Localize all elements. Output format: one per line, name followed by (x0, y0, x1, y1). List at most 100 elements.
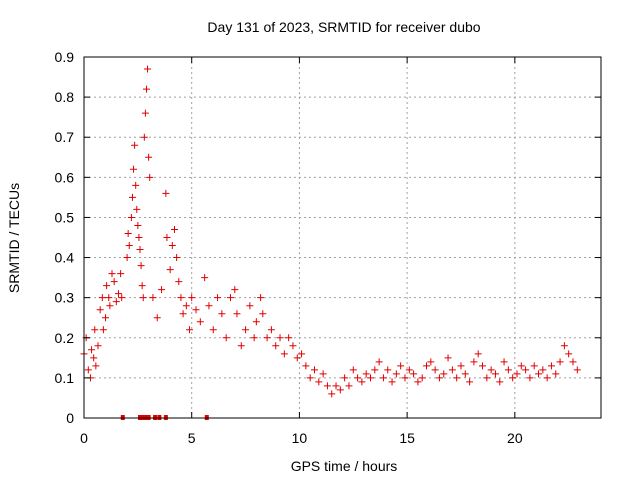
data-point (362, 370, 370, 378)
data-point (491, 370, 499, 378)
data-point (285, 334, 293, 342)
data-point (349, 366, 357, 374)
data-point (94, 342, 102, 350)
data-point (410, 370, 418, 378)
data-point (470, 358, 478, 366)
data-point (125, 242, 133, 250)
chart-title: Day 131 of 2023, SRMTID for receiver dub… (207, 19, 480, 35)
data-point (168, 242, 176, 250)
data-point (170, 225, 178, 233)
data-point (384, 366, 392, 374)
data-point (102, 314, 110, 322)
data-point (354, 374, 362, 382)
data-point (142, 85, 150, 93)
data-point (315, 378, 323, 386)
data-point (539, 366, 547, 374)
data-point (138, 282, 146, 290)
data-point (556, 358, 564, 366)
data-point (332, 382, 340, 390)
data-point (457, 362, 465, 370)
y-axis-label: SRMTID / TECUs (6, 183, 22, 293)
data-point (153, 314, 161, 322)
data-point (91, 326, 99, 334)
data-point (99, 326, 107, 334)
data-point (289, 342, 297, 350)
y-tick-label: 0.5 (55, 209, 75, 225)
data-point (246, 302, 254, 310)
data-point (146, 173, 154, 181)
data-point (124, 229, 132, 237)
data-point (175, 278, 183, 286)
data-point (88, 346, 96, 354)
data-point (192, 306, 200, 314)
data-point (267, 326, 275, 334)
data-point (218, 310, 226, 318)
data-point (276, 334, 284, 342)
data-point (149, 294, 157, 302)
data-point (435, 374, 443, 382)
x-tick-label: 0 (80, 430, 88, 446)
data-point (461, 370, 469, 378)
data-point (280, 350, 288, 358)
data-point (112, 298, 120, 306)
data-point (414, 378, 422, 386)
data-point (405, 366, 413, 374)
data-point (231, 286, 239, 294)
data-point (133, 205, 141, 213)
y-tick-label: 0.7 (55, 129, 75, 145)
data-point (132, 181, 140, 189)
data-point (358, 378, 366, 386)
data-point (552, 370, 560, 378)
data-point (134, 221, 142, 229)
data-point (128, 193, 136, 201)
data-point (108, 270, 116, 278)
grid-lines (84, 57, 601, 418)
data-point (201, 274, 209, 282)
data-point (188, 294, 196, 302)
data-point (397, 362, 405, 370)
data-point (310, 366, 318, 374)
data-point (487, 366, 495, 374)
data-point (214, 294, 222, 302)
data-point (547, 362, 555, 370)
data-point (96, 306, 104, 314)
data-point (272, 342, 280, 350)
data-point (222, 334, 230, 342)
data-point (522, 366, 530, 374)
data-point (367, 374, 375, 382)
data-point (530, 362, 538, 370)
x-tick-labels: 0 5 10 15 20 (80, 430, 523, 446)
data-point (573, 366, 581, 374)
data-point (173, 254, 181, 262)
data-point (158, 286, 166, 294)
data-point (379, 374, 387, 382)
data-point (341, 374, 349, 382)
y-tick-label: 0.6 (55, 169, 75, 185)
data-point (427, 358, 435, 366)
data-point (252, 318, 260, 326)
data-point (496, 378, 504, 386)
data-point (293, 354, 301, 362)
data-point (144, 65, 152, 73)
data-point (371, 366, 379, 374)
data-point (513, 370, 521, 378)
data-point (166, 266, 174, 274)
data-point (131, 141, 139, 149)
data-point (509, 374, 517, 382)
data-point (98, 294, 106, 302)
data-point (141, 109, 149, 117)
data-point (110, 278, 118, 286)
data-point (163, 234, 171, 241)
data-point (526, 374, 534, 382)
data-point (500, 358, 508, 366)
data-point (136, 246, 144, 254)
data-point (205, 302, 213, 310)
data-point (483, 374, 491, 382)
x-tick-label: 10 (292, 430, 308, 446)
data-point (479, 362, 487, 370)
y-tick-labels: 0 0.1 0.2 0.3 0.4 0.5 0.6 0.7 0.8 0.9 (55, 49, 75, 426)
axis-ticks (83, 56, 601, 419)
data-point (306, 374, 314, 382)
data-point (388, 378, 396, 386)
data-point (105, 294, 113, 302)
